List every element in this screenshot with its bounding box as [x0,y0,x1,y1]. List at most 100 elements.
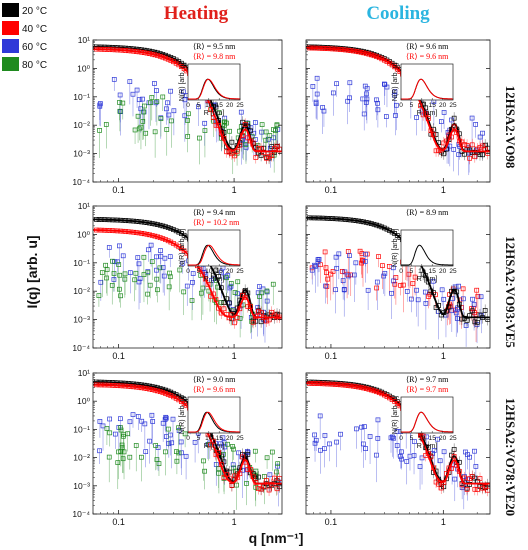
data-point [388,435,394,441]
data-point [181,248,187,254]
data-point [256,474,261,480]
size-distribution-curve [401,244,453,266]
data-point [166,426,171,432]
x-tick-label: 0.1 [325,517,338,527]
data-point [107,416,113,422]
inset-x-tick-label: 5 [410,435,414,442]
data-point [464,487,470,492]
data-point [398,283,403,288]
data-point [324,284,330,289]
y-tick-label: 10⁰ [77,229,90,239]
data-point [163,449,168,455]
data-point [362,83,368,89]
data-point [325,276,331,282]
inset-x-tick-label: 0 [399,268,403,275]
data-point [168,88,173,94]
data-point [135,414,141,419]
data-point [459,316,465,322]
data-point [389,229,395,235]
data-point [121,431,127,437]
data-point [478,294,484,300]
data-point [234,148,240,154]
data-point [111,77,117,82]
data-point [98,279,104,285]
data-point [234,315,240,320]
data-point [120,253,126,259]
data-point [419,455,425,461]
data-point [482,484,488,490]
data-point [267,472,273,478]
inset-x-tick-label: 15 [429,435,437,442]
data-point [317,413,323,419]
data-point [338,431,343,437]
data-point [463,323,469,328]
size-distribution-inset: 0 5 10 15 20 25 R [nm] N(R) [arb. u] ⟨R⟩ = 8.9 n… [392,208,457,283]
data-point [256,309,261,314]
data-point [347,80,353,86]
data-point [145,247,151,253]
data-point [213,267,219,273]
data-point [166,112,172,118]
data-point [345,273,351,279]
data-point [414,115,419,120]
data-point [216,466,222,472]
plot-frame [92,372,283,515]
data-point [218,300,224,305]
data-point [361,111,367,117]
data-point [118,293,123,299]
inset-x-tick-label: 20 [439,268,447,275]
x-tick-label: 0.1 [325,351,338,361]
data-point [230,462,236,468]
data-point [156,461,162,466]
data-point [313,437,319,443]
row-label-1: 12HSA2:VO98 [503,86,518,169]
inset-x-tick-label: 10 [205,102,213,109]
data-point [153,443,158,448]
data-point [140,96,145,102]
data-point [374,97,379,103]
inset-x-tick-label: 25 [449,102,457,109]
data-point [216,470,222,476]
data-point [202,128,208,133]
y-tick-label: 10⁰ [77,63,90,73]
data-point [99,270,105,275]
x-tick-label: 0.1 [112,517,125,527]
data-point [198,290,204,296]
data-point [250,319,256,325]
y-tick-label: 10⁻³ [73,149,90,159]
inset-x-tick-label: 10 [418,435,426,442]
x-tick-label: 1 [232,185,237,195]
data-point [482,308,488,313]
data-point [256,486,261,491]
data-point [152,129,158,135]
data-point [183,453,189,459]
data-point [449,452,454,458]
data-point [179,450,184,456]
data-point [472,319,478,325]
inset-x-tick-label: 10 [418,102,426,109]
inset-x-tick-label: 15 [429,268,437,275]
data-point [475,487,480,492]
size-distribution-curve [188,411,240,433]
inset-x-tick-label: 15 [216,268,224,275]
inset-x-tick-label: 20 [439,102,447,109]
data-point [394,429,400,434]
data-point [391,435,396,441]
data-point [232,290,238,295]
data-point [240,454,245,460]
inset-x-tick-label: 5 [197,268,201,275]
data-point [384,59,390,64]
data-point [464,142,470,148]
data-point [339,268,345,274]
data-point [333,287,339,293]
data-point [259,122,265,127]
x-axis-label: q [nm⁻¹] [249,530,304,546]
data-point [167,274,173,280]
data-point [180,89,186,95]
data-point [334,439,339,445]
data-point [97,128,102,133]
inset-x-label: R [nm] [417,110,438,117]
data-point [472,486,478,492]
data-point [142,421,148,427]
data-point [470,296,475,302]
